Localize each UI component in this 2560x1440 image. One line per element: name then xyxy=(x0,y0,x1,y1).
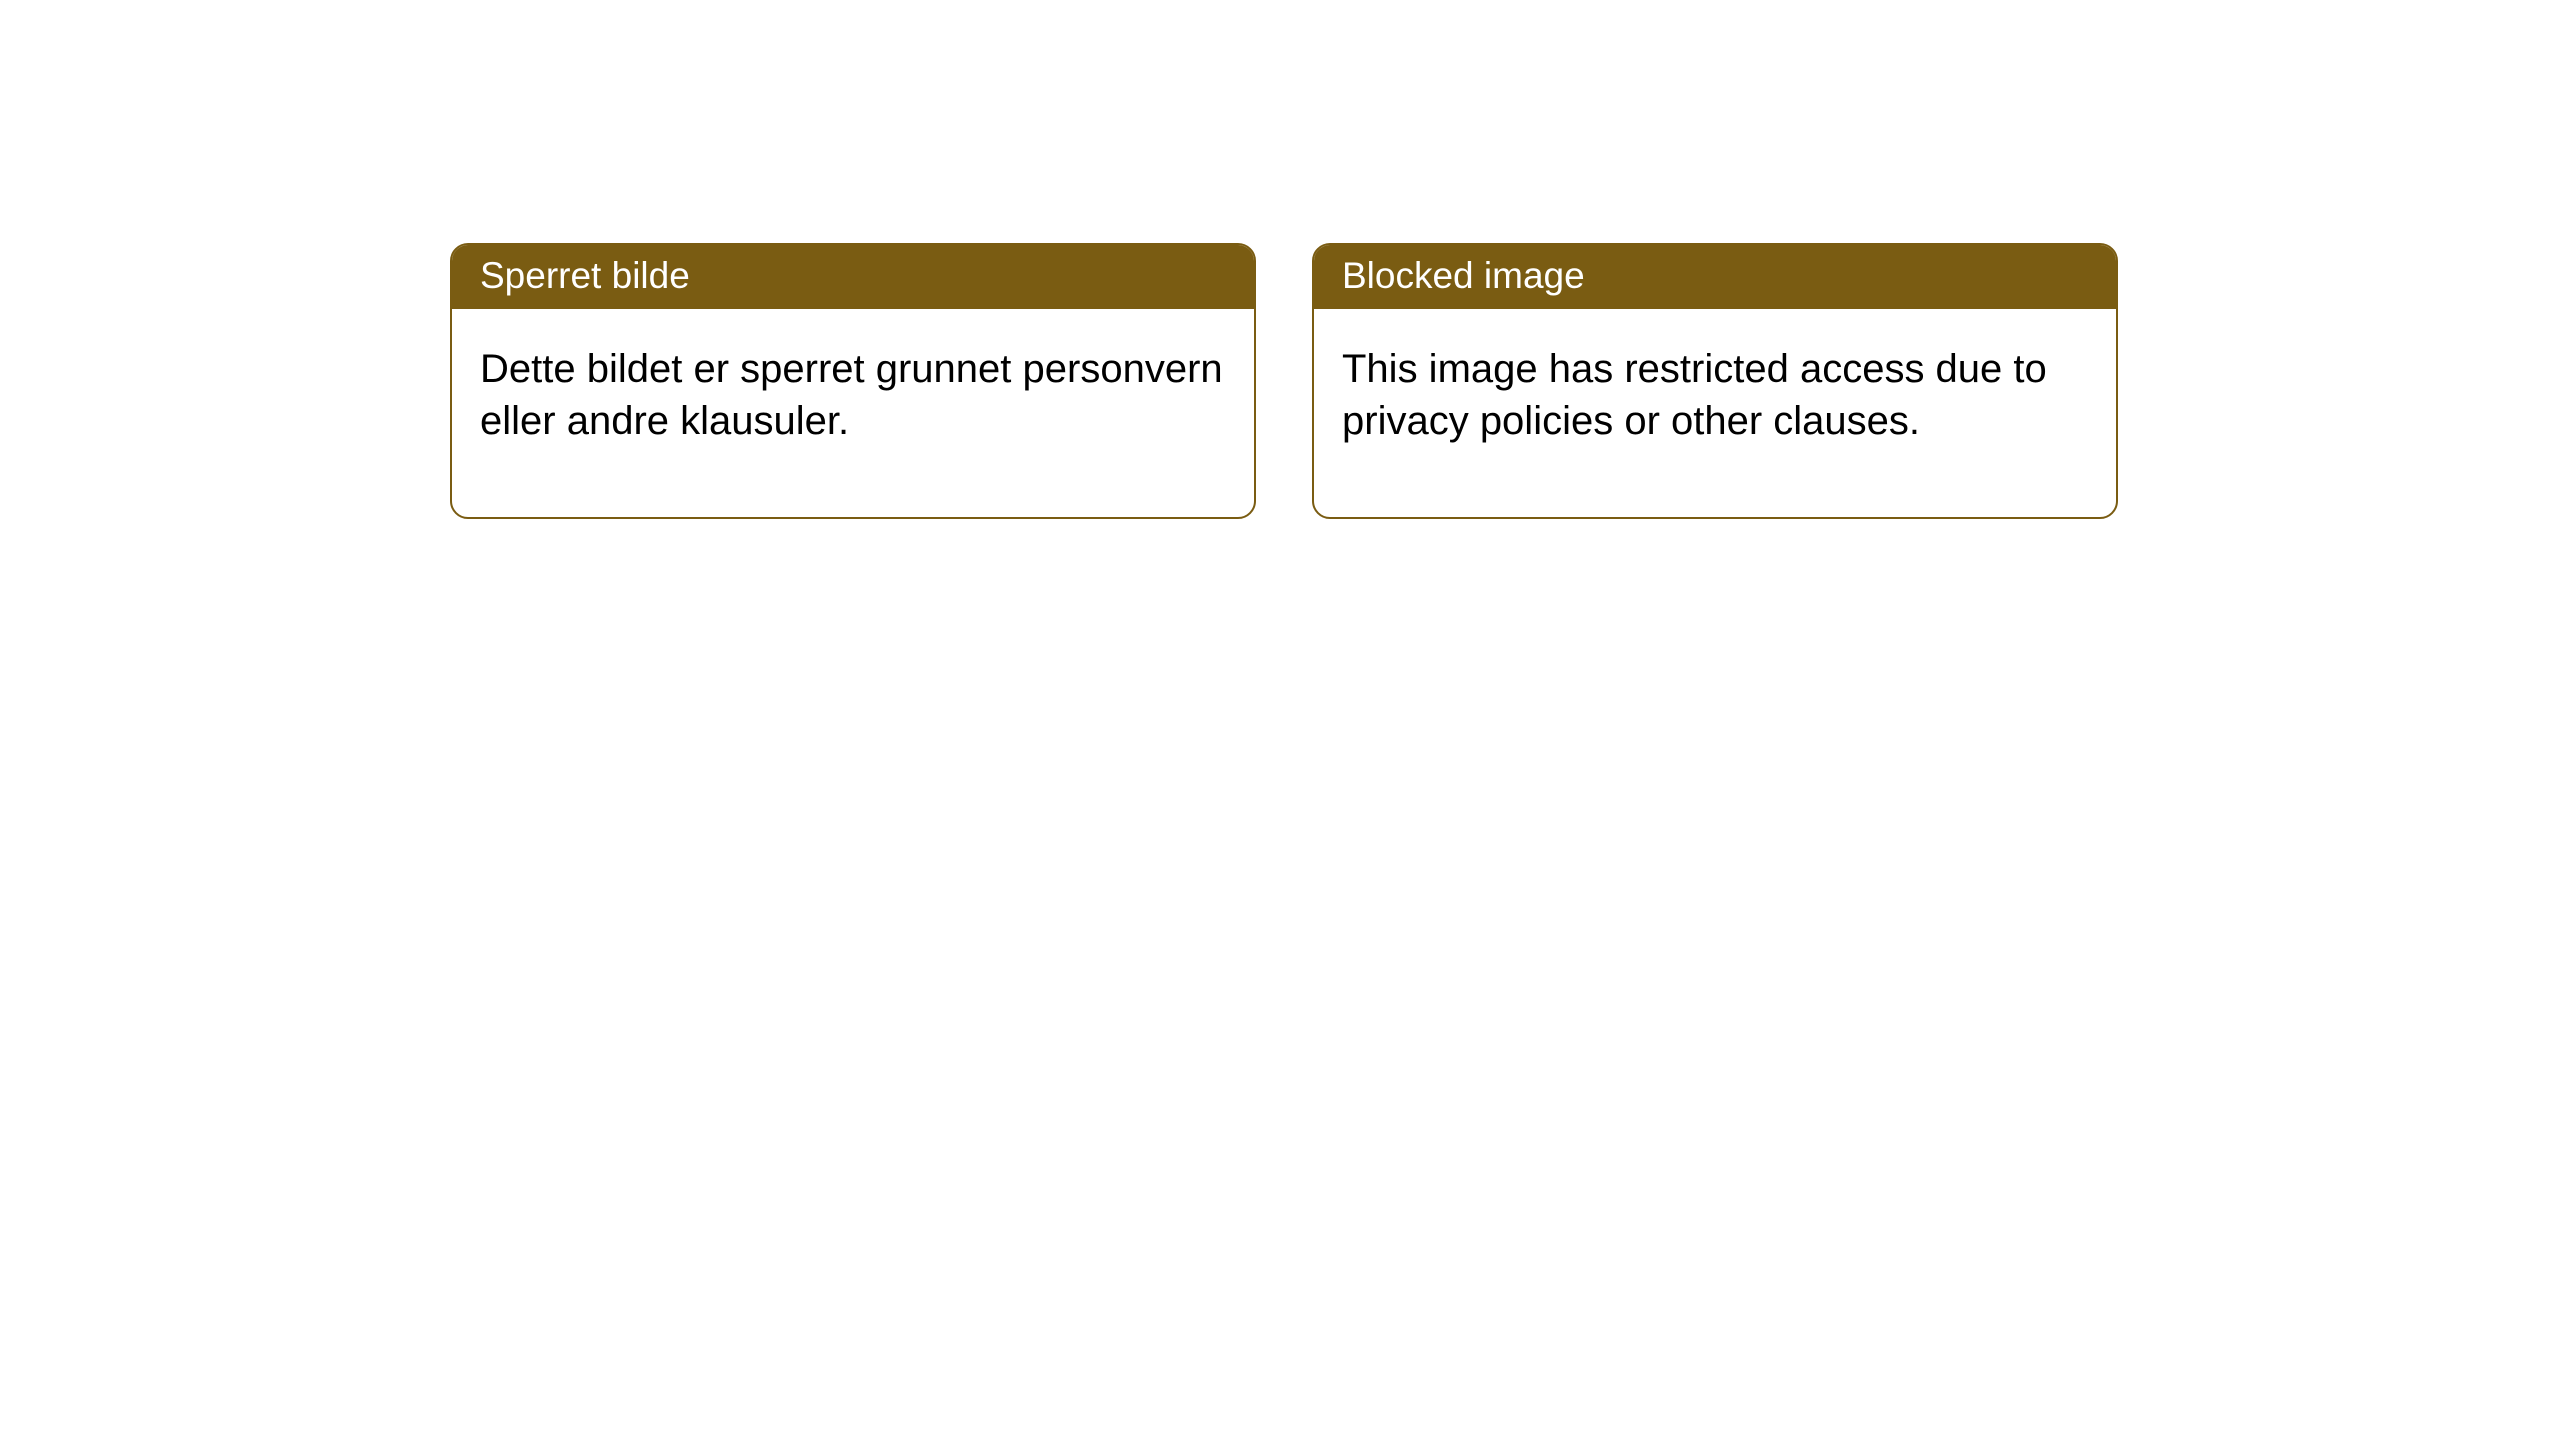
card-body: This image has restricted access due to … xyxy=(1314,309,2116,517)
card-body-text: This image has restricted access due to … xyxy=(1342,347,2047,443)
card-header: Sperret bilde xyxy=(452,245,1254,309)
blocked-image-card-en: Blocked image This image has restricted … xyxy=(1312,243,2118,519)
card-title: Sperret bilde xyxy=(480,255,690,296)
card-body: Dette bildet er sperret grunnet personve… xyxy=(452,309,1254,517)
notice-cards-container: Sperret bilde Dette bildet er sperret gr… xyxy=(450,243,2118,519)
card-header: Blocked image xyxy=(1314,245,2116,309)
card-title: Blocked image xyxy=(1342,255,1585,296)
blocked-image-card-no: Sperret bilde Dette bildet er sperret gr… xyxy=(450,243,1256,519)
card-body-text: Dette bildet er sperret grunnet personve… xyxy=(480,347,1223,443)
